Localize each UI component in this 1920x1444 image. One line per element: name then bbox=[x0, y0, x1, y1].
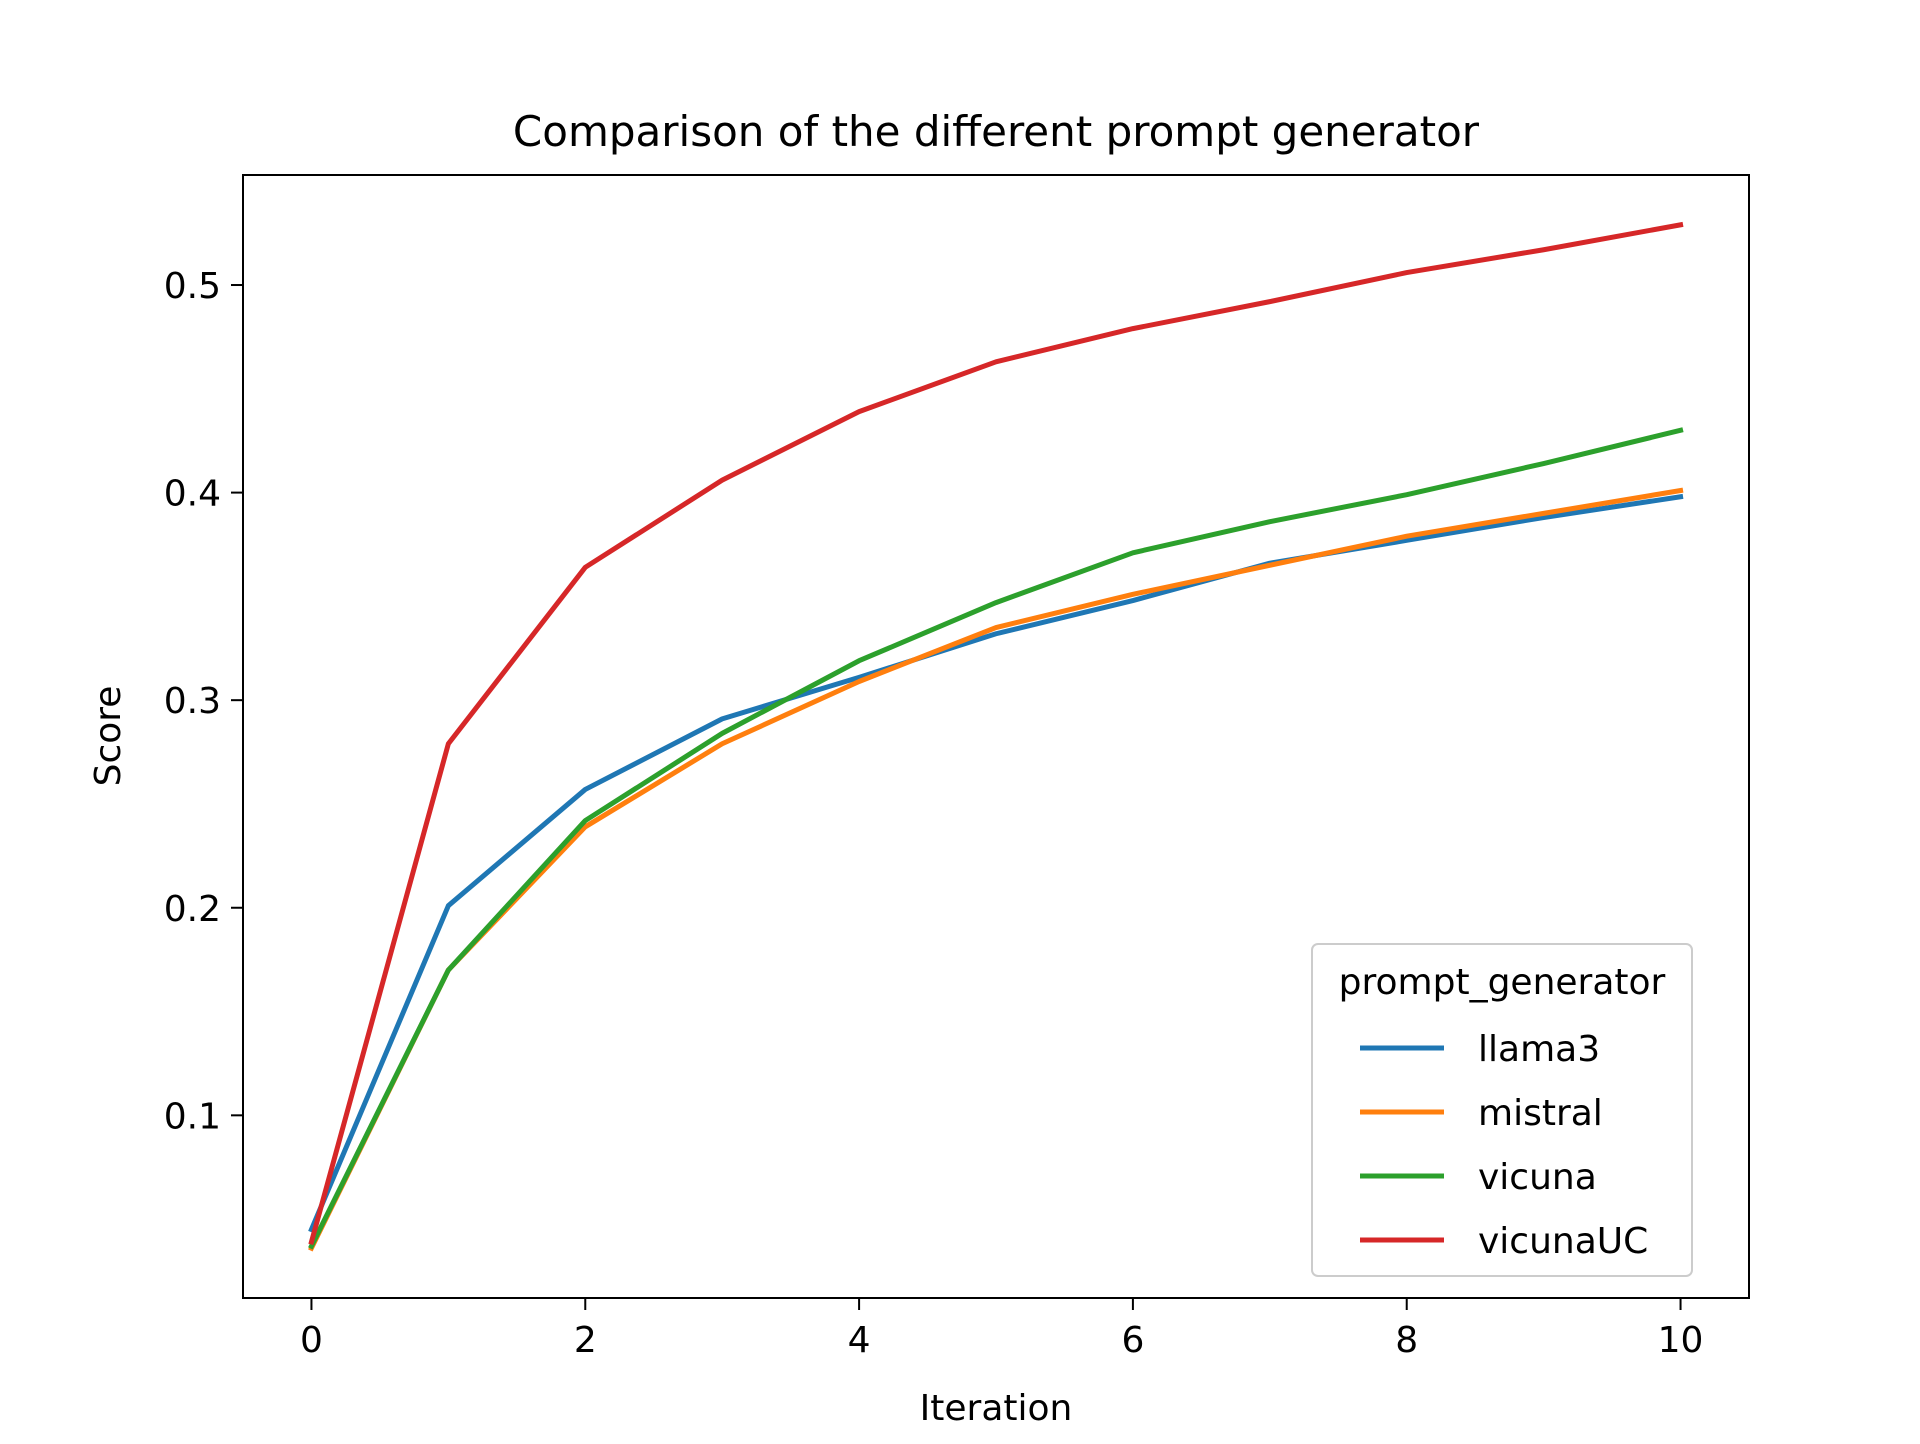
y-axis: 0.1 0.2 0.3 0.4 0.5 bbox=[164, 266, 243, 1137]
x-tick-label: 8 bbox=[1395, 1320, 1418, 1361]
y-tick-label: 0.3 bbox=[164, 681, 221, 722]
legend-box bbox=[1311, 943, 1693, 1277]
series-line-vicunaUC bbox=[308, 221, 1684, 1246]
y-tick-label: 0.2 bbox=[164, 889, 221, 930]
y-tick-label: 0.5 bbox=[164, 266, 221, 307]
legend-title: prompt_generator bbox=[1339, 962, 1666, 1003]
series-line-vicuna bbox=[308, 427, 1684, 1250]
series-line-llama3 bbox=[308, 493, 1684, 1233]
x-tick-label: 10 bbox=[1658, 1320, 1704, 1361]
x-axis-label: Iteration bbox=[920, 1388, 1073, 1429]
x-tick-label: 0 bbox=[300, 1320, 323, 1361]
y-axis-label: Score bbox=[88, 686, 129, 787]
plot-frame bbox=[242, 174, 1750, 1299]
legend-label-vicuna: vicuna bbox=[1478, 1157, 1597, 1198]
legend-label-llama3: llama3 bbox=[1478, 1029, 1600, 1070]
y-tick-label: 0.1 bbox=[164, 1096, 221, 1137]
x-tick-label: 4 bbox=[848, 1320, 871, 1361]
legend-label-vicunaUC: vicunaUC bbox=[1478, 1221, 1648, 1262]
x-axis: 0 2 4 6 8 10 bbox=[300, 1298, 1703, 1361]
legend: prompt_generator llama3 mistral vicuna vicu… bbox=[1311, 943, 1693, 1277]
plot-area bbox=[308, 221, 1684, 1252]
series-line-mistral bbox=[308, 487, 1684, 1252]
x-tick-label: 6 bbox=[1121, 1320, 1144, 1361]
y-tick-label: 0.4 bbox=[164, 474, 221, 515]
chart-title: Comparison of the different prompt gener… bbox=[513, 107, 1480, 156]
x-tick-label: 2 bbox=[574, 1320, 597, 1361]
legend-items: llama3 mistral vicuna vicunaUC bbox=[1360, 1029, 1648, 1262]
legend-label-mistral: mistral bbox=[1478, 1093, 1603, 1134]
